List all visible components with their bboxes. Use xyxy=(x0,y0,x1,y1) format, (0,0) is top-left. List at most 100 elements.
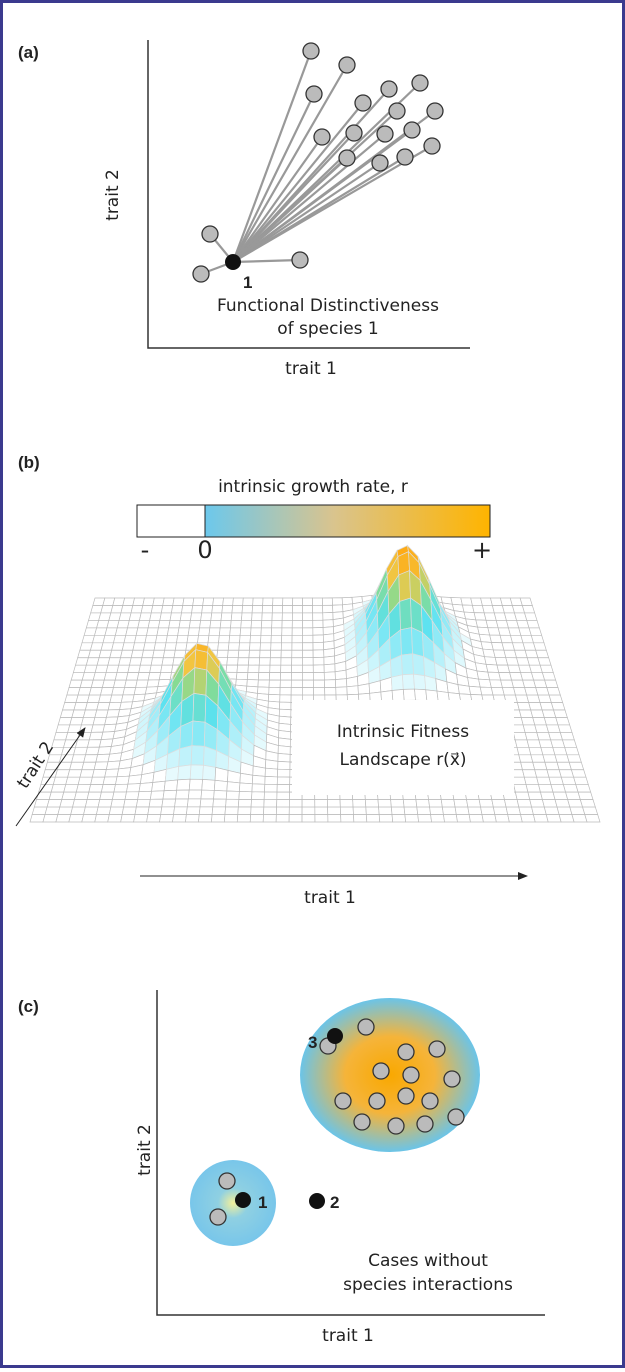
mesh-cell xyxy=(93,761,109,771)
mesh-cell xyxy=(192,597,205,606)
mesh-cell xyxy=(135,798,151,808)
mesh-cell xyxy=(185,814,200,823)
mesh-cell xyxy=(46,799,63,808)
focal-species xyxy=(235,1192,251,1208)
mesh-cell xyxy=(176,778,191,791)
mesh-cell xyxy=(455,814,471,823)
mesh-cell xyxy=(559,732,575,741)
mesh-cell xyxy=(157,620,171,629)
mesh-cell xyxy=(86,694,101,703)
species-label: 3 xyxy=(308,1033,317,1052)
mesh-cell xyxy=(212,798,227,808)
species-point xyxy=(411,74,429,92)
mesh-cell xyxy=(211,605,224,614)
mesh-cell xyxy=(505,806,521,815)
mesh-cell xyxy=(146,814,162,823)
mesh-cell xyxy=(390,806,406,815)
mesh-cell xyxy=(276,784,291,793)
species-point xyxy=(421,1092,439,1110)
mesh-cell xyxy=(102,776,118,785)
mesh-cell xyxy=(75,784,92,793)
mesh-cell xyxy=(221,605,234,614)
mesh-cell xyxy=(198,627,211,636)
mesh-cell xyxy=(264,776,278,785)
mesh-cell xyxy=(97,799,113,808)
mesh-cell xyxy=(441,806,457,815)
species-point xyxy=(426,102,444,120)
mesh-cell xyxy=(48,791,65,800)
species-point xyxy=(353,1113,371,1131)
mesh-cell xyxy=(270,642,282,651)
mesh-cell xyxy=(50,784,67,793)
mesh-cell xyxy=(570,769,587,778)
x-axis-label: trait 1 xyxy=(285,359,337,379)
mesh-cell xyxy=(519,597,533,606)
mesh-cell xyxy=(230,612,243,621)
link xyxy=(232,136,323,263)
mesh-cell xyxy=(96,702,111,711)
species-point xyxy=(218,1172,236,1190)
mesh-cell xyxy=(279,687,292,696)
mesh-cell xyxy=(220,612,233,621)
mesh-cell xyxy=(302,634,314,644)
mesh-cell xyxy=(312,656,325,666)
mesh-cell xyxy=(166,627,180,636)
mesh-cell xyxy=(124,679,138,688)
mesh-cell xyxy=(67,769,83,778)
mesh-cell xyxy=(290,687,303,696)
mesh-cell xyxy=(225,790,240,800)
mesh-cell xyxy=(250,806,265,815)
mesh-cell xyxy=(201,778,216,791)
mesh-cell xyxy=(301,814,316,823)
mesh-cell xyxy=(178,620,191,629)
mesh-cell xyxy=(238,642,251,651)
mesh-cell xyxy=(111,642,125,651)
mesh-cell xyxy=(281,634,293,644)
mesh-cell xyxy=(116,664,130,674)
mesh-cell xyxy=(566,754,582,763)
species-point xyxy=(334,1092,352,1110)
mesh-cell xyxy=(327,799,341,808)
species-label: 1 xyxy=(243,273,252,292)
caption: Intrinsic Fitness xyxy=(337,722,469,742)
mesh-cell xyxy=(425,689,439,702)
mesh-cell xyxy=(302,664,314,674)
mesh-cell xyxy=(513,784,529,793)
mesh-cell xyxy=(269,672,281,681)
mesh-cell xyxy=(107,814,123,823)
mesh-cell xyxy=(98,694,113,703)
mesh-cell xyxy=(290,679,303,688)
mesh-cell xyxy=(257,679,270,688)
mesh-cell xyxy=(323,671,336,681)
mesh-cell xyxy=(70,806,86,815)
mesh-cell xyxy=(100,687,114,696)
mesh-cell xyxy=(81,761,97,771)
species-point xyxy=(443,1070,461,1088)
mesh-cell xyxy=(380,690,394,702)
mesh-cell xyxy=(200,612,213,621)
mesh-cell xyxy=(430,814,445,823)
mesh-cell xyxy=(526,620,540,629)
mesh-cell xyxy=(314,799,328,808)
mesh-cell xyxy=(302,657,314,666)
mesh-cell xyxy=(246,672,260,681)
mesh-cell xyxy=(334,669,347,681)
mesh-cell xyxy=(324,679,337,688)
mesh-cell xyxy=(507,814,523,823)
mesh-cell xyxy=(413,673,427,691)
mesh-cell xyxy=(81,814,97,823)
mesh-cell xyxy=(135,679,149,688)
mesh-cell xyxy=(443,814,458,823)
mesh-cell xyxy=(491,799,507,808)
mesh-cell xyxy=(99,791,115,800)
mesh-cell xyxy=(229,627,242,636)
mesh-cell xyxy=(75,739,90,748)
species-point xyxy=(397,1043,415,1061)
species xyxy=(209,1018,465,1226)
mesh-cell xyxy=(331,597,343,606)
mesh-cell xyxy=(264,783,278,793)
mesh-cell xyxy=(126,783,141,793)
mesh-cell xyxy=(155,634,168,644)
mesh-cell xyxy=(263,791,278,800)
mesh-cell xyxy=(124,791,140,800)
